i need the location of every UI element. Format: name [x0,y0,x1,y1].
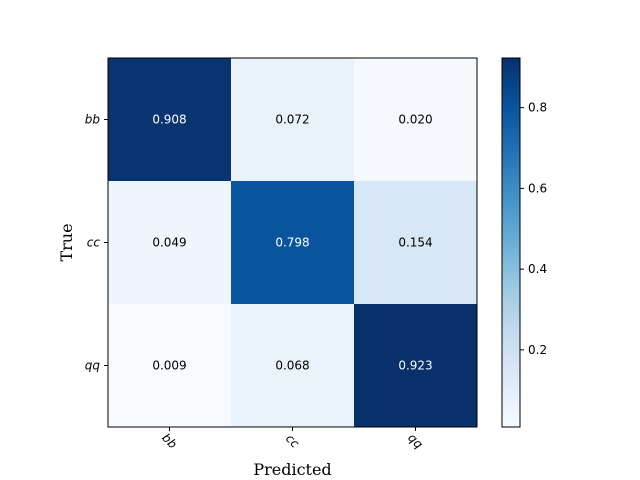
cell-value-label: 0.923 [398,359,432,373]
heatmap-cell-cc-bb [108,181,232,305]
y-tick-label: qq [85,359,101,373]
x-tick-label: bb [159,431,180,452]
cell-value-label: 0.154 [398,236,432,250]
x-axis-label: Predicted [253,460,331,479]
cell-value-label: 0.908 [152,113,186,127]
heatmap-cell-bb-qq [354,58,478,182]
cell-value-label: 0.068 [275,359,309,373]
x-axis-ticks: bb cc qq [159,427,426,452]
colorbar-tick-label: 0.2 [528,343,547,357]
cell-value-label: 0.009 [152,359,186,373]
cell-value-label: 0.072 [275,113,309,127]
colorbar [501,57,521,428]
heatmap-cell-bb-bb [108,58,232,182]
heatmap-cell-cc-cc [231,181,355,305]
cell-value-label: 0.049 [152,236,186,250]
heatmap-cell-qq-qq [354,304,478,428]
colorbar-ticks: 0.2 0.4 0.6 0.8 [520,101,547,357]
x-tick-label: cc [283,431,303,451]
x-tick-label: qq [405,431,426,452]
cell-value-label: 0.020 [398,113,432,127]
y-axis-label: True [57,223,76,261]
heatmap-cell-cc-qq [354,181,478,305]
colorbar-tick-label: 0.8 [528,101,547,115]
heatmap-cells: 0.908 0.072 0.020 0.049 0.798 0.154 0.009 0.068… [108,58,478,428]
y-tick-label: cc [87,236,101,250]
y-axis-ticks: bb cc qq [85,113,108,373]
heatmap-cell-bb-cc [231,58,355,182]
cell-value-label: 0.798 [275,236,309,250]
heatmap-cell-qq-bb [108,304,232,428]
heatmap-cell-qq-cc [231,304,355,428]
y-tick-label: bb [85,113,101,127]
colorbar-tick-label: 0.4 [528,262,547,276]
colorbar-tick-label: 0.6 [528,181,547,195]
